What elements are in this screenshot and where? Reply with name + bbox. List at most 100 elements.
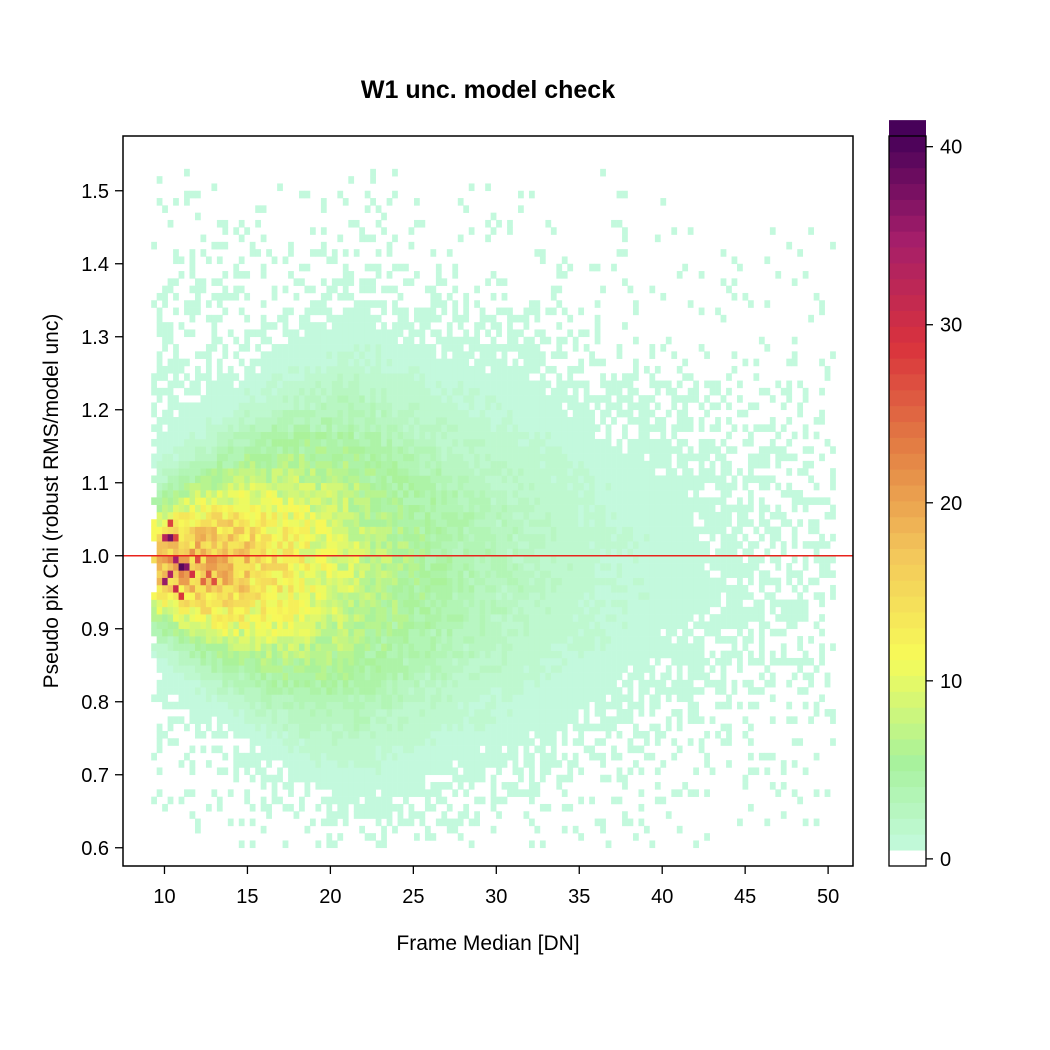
heatmap-cell [534, 511, 541, 520]
heatmap-cell [452, 774, 459, 783]
heatmap-cell [424, 825, 431, 834]
heatmap-cell [337, 541, 344, 549]
heatmap-cell [424, 599, 431, 608]
heatmap-cell [408, 789, 415, 797]
heatmap-cell [424, 570, 431, 578]
heatmap-cell [468, 752, 475, 761]
heatmap-cell [244, 555, 251, 564]
heatmap-cell [326, 738, 333, 746]
heatmap-cell [539, 694, 546, 703]
heatmap-cell [446, 424, 453, 432]
heatmap-cell [528, 336, 535, 345]
heatmap-cell [304, 424, 311, 432]
heatmap-cell [403, 431, 409, 440]
heatmap-cell [463, 606, 470, 615]
heatmap-cell [457, 358, 464, 367]
heatmap-cell [479, 665, 486, 673]
heatmap-cell [162, 606, 168, 615]
heatmap-cell [255, 380, 262, 389]
heatmap-cell [386, 599, 393, 608]
heatmap-cell [523, 730, 530, 739]
heatmap-cell [288, 643, 294, 651]
heatmap-cell [249, 497, 256, 505]
heatmap-cell [277, 665, 283, 673]
heatmap-cell [238, 526, 245, 535]
heatmap-cell [348, 621, 355, 630]
heatmap-cell [277, 643, 283, 651]
heatmap-cell [550, 548, 557, 557]
heatmap-cell [260, 745, 267, 754]
heatmap-cell [408, 599, 415, 608]
heatmap-cell [200, 657, 207, 666]
heatmap-cell [271, 395, 278, 403]
heatmap-cell [496, 409, 502, 418]
heatmap-cell [331, 322, 338, 330]
heatmap-cell [244, 643, 251, 651]
heatmap-cell [435, 460, 442, 469]
heatmap-cell [238, 409, 245, 418]
heatmap-cell [463, 490, 470, 498]
heatmap-cell [348, 606, 355, 615]
heatmap-cell [424, 592, 431, 600]
heatmap-cell [501, 307, 508, 316]
heatmap-cell [501, 584, 508, 593]
heatmap-cell [282, 344, 289, 352]
heatmap-cell [463, 373, 470, 381]
heatmap-cell [490, 344, 497, 352]
heatmap-cell [386, 249, 393, 257]
heatmap-cell [233, 679, 240, 688]
heatmap-cell [424, 285, 431, 294]
heatmap-cell [397, 387, 404, 396]
heatmap-cell [184, 482, 190, 491]
heatmap-cell [260, 205, 267, 213]
heatmap-cell [331, 701, 338, 710]
heatmap-cell [299, 322, 305, 330]
heatmap-cell [222, 687, 229, 695]
heatmap-cell [534, 541, 541, 549]
heatmap-cell [227, 614, 234, 622]
heatmap-cell [364, 504, 371, 513]
heatmap-cell [238, 687, 245, 695]
heatmap-cell [260, 380, 267, 389]
heatmap-cell [320, 541, 327, 549]
heatmap-cell [277, 431, 283, 440]
heatmap-cell [561, 541, 568, 549]
heatmap-cell [315, 745, 322, 754]
heatmap-cell [446, 723, 453, 732]
heatmap-cell [282, 709, 289, 717]
heatmap-cell [331, 614, 338, 622]
heatmap-cell [414, 402, 420, 411]
heatmap-cell [348, 453, 355, 462]
heatmap-cell [392, 709, 398, 717]
heatmap-cell [222, 424, 229, 432]
heatmap-cell [320, 307, 327, 316]
heatmap-cell [386, 760, 393, 768]
heatmap-cell [463, 475, 470, 484]
heatmap-cell [496, 497, 502, 505]
heatmap-cell [238, 358, 245, 367]
heatmap-cell [435, 424, 442, 432]
heatmap-cell [222, 482, 229, 491]
heatmap-cell [539, 716, 546, 724]
heatmap-cell [512, 760, 519, 768]
heatmap-cell [452, 497, 459, 505]
heatmap-cell [326, 468, 333, 476]
heatmap-cell [496, 475, 502, 484]
heatmap-cell [255, 672, 262, 681]
heatmap-cell [348, 723, 355, 732]
heatmap-cell [381, 628, 387, 637]
heatmap-cell [260, 657, 267, 666]
heatmap-cell [304, 628, 311, 637]
heatmap-cell [430, 738, 437, 746]
heatmap-cell [293, 460, 300, 469]
heatmap-cell [266, 643, 272, 651]
heatmap-cell [299, 636, 305, 644]
heatmap-cell [282, 468, 289, 476]
heatmap-cell [359, 548, 366, 557]
heatmap-cell [359, 497, 366, 505]
heatmap-cell [501, 643, 508, 651]
heatmap-cell [518, 621, 524, 630]
heatmap-cell [468, 709, 475, 717]
heatmap-cell [375, 745, 382, 754]
heatmap-cell [282, 665, 289, 673]
